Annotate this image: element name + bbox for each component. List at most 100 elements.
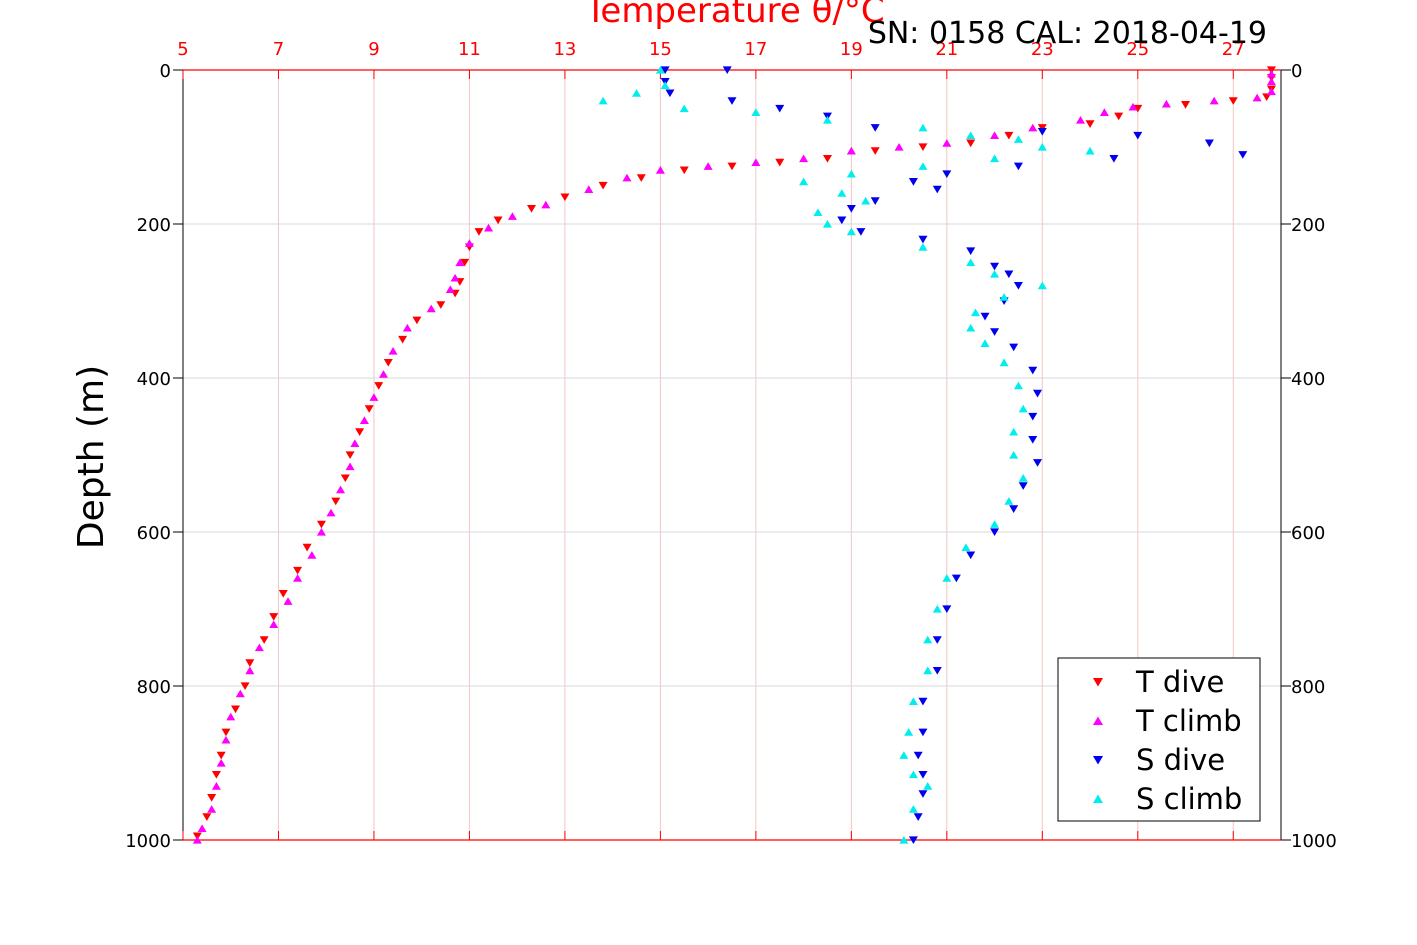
data-point (679, 166, 689, 175)
legend-marker (1093, 678, 1103, 687)
data-point (584, 185, 594, 193)
data-point (245, 666, 255, 675)
data-point (923, 635, 933, 644)
data-point (1037, 281, 1047, 290)
data-point (350, 439, 360, 448)
data-point (1037, 142, 1047, 151)
data-point (923, 782, 933, 790)
data-point (908, 178, 918, 186)
legend-box (1057, 657, 1261, 822)
data-point (1085, 120, 1095, 128)
data-point (316, 520, 326, 529)
data-point (1109, 154, 1119, 163)
data-point (622, 173, 632, 182)
data-point (1018, 404, 1028, 413)
data-point (1033, 459, 1043, 467)
data-point (340, 474, 350, 483)
data-points (192, 65, 1276, 845)
y-tick-label-left: 1000 (125, 831, 171, 852)
data-point (345, 451, 355, 460)
y-tick-label-right: 600 (1291, 523, 1325, 544)
data-point (364, 405, 374, 413)
data-point (436, 301, 446, 309)
legend-label: S climb (1136, 782, 1242, 816)
data-point (1099, 108, 1109, 116)
data-point (1009, 343, 1019, 352)
x-tick-label: 11 (458, 39, 481, 60)
data-point (908, 770, 918, 779)
data-point (837, 189, 847, 197)
legend-marker (1093, 794, 1103, 803)
data-point (632, 89, 642, 97)
data-point (450, 273, 460, 282)
data-point (918, 770, 928, 779)
data-point (918, 728, 928, 737)
data-point (207, 794, 217, 802)
data-point (460, 258, 470, 267)
y-axis-left: 0 200 400 600 800 1000 (125, 61, 183, 852)
y-tick-label-left: 600 (137, 523, 171, 544)
data-point (388, 347, 398, 355)
data-point (398, 335, 408, 344)
data-point (1266, 69, 1276, 78)
data-point (240, 682, 250, 691)
y-tick-label-left: 800 (137, 677, 171, 698)
data-point (269, 620, 279, 628)
x-tick-label: 7 (273, 39, 284, 60)
data-point (908, 805, 918, 813)
data-point (942, 574, 952, 582)
y-tick-label-right: 400 (1291, 369, 1325, 390)
data-point (966, 139, 976, 148)
data-point (775, 158, 785, 167)
data-point (1013, 162, 1023, 171)
data-point (526, 205, 536, 213)
data-point (1266, 77, 1276, 86)
data-point (278, 590, 288, 598)
chart-title: Temperature θ/°C (584, 0, 884, 31)
data-point (1013, 282, 1023, 290)
data-point (846, 146, 856, 155)
data-point (1037, 124, 1047, 132)
data-point (1009, 505, 1019, 513)
y-tick-label-left: 400 (137, 369, 171, 390)
y-axis-right: 0 200 400 600 800 1000 (1281, 61, 1337, 852)
data-point (727, 162, 737, 171)
data-point (918, 235, 928, 244)
data-point (913, 751, 923, 760)
data-point (445, 285, 455, 294)
y-tick-label-right: 1000 (1291, 831, 1337, 852)
data-point (197, 824, 207, 833)
data-point (966, 551, 976, 560)
data-point (1161, 99, 1171, 108)
data-point (751, 108, 761, 116)
data-point (507, 212, 517, 220)
legend-label: T dive (1135, 665, 1224, 699)
data-point (970, 308, 980, 317)
data-point (307, 551, 317, 559)
data-point (560, 193, 570, 202)
data-point (1252, 93, 1262, 102)
data-point (1209, 96, 1219, 105)
data-point (899, 751, 909, 759)
data-point (412, 316, 422, 325)
data-point (1013, 135, 1023, 143)
data-point (369, 393, 379, 401)
x-tick-label: 5 (177, 39, 188, 60)
data-point (1128, 102, 1138, 111)
data-point (870, 147, 880, 155)
data-point (966, 323, 976, 332)
data-point (846, 205, 856, 213)
data-point (226, 712, 236, 721)
data-point (202, 813, 212, 821)
data-point (822, 154, 832, 163)
data-point (932, 604, 942, 613)
data-point (207, 805, 217, 813)
x-tick-label: 9 (368, 39, 379, 60)
series-t-climb (192, 69, 1276, 844)
x-tick-label: 15 (649, 39, 672, 60)
data-point (1028, 436, 1038, 444)
x-tick-label: 27 (1222, 39, 1245, 60)
data-point (951, 574, 961, 583)
data-point (990, 528, 1000, 537)
data-point (379, 370, 389, 378)
